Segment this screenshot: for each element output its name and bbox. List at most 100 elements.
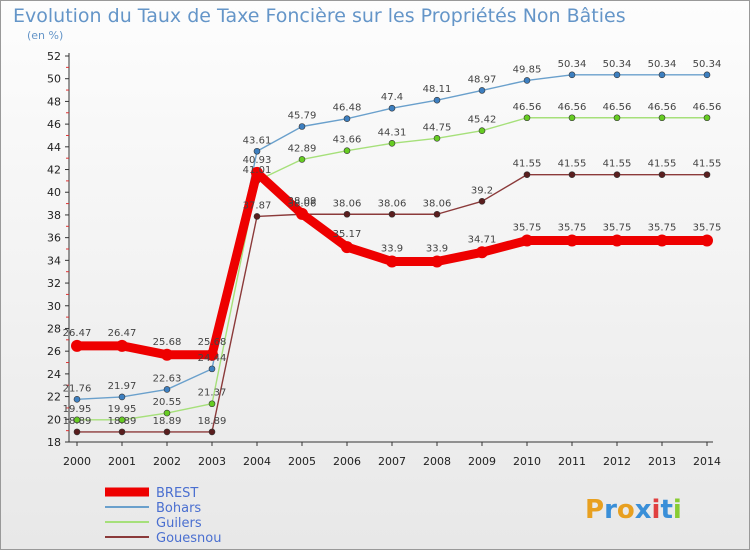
data-label-brest: 35.75 <box>513 222 542 233</box>
data-label-brest: 33.9 <box>381 243 403 254</box>
y-tick-label: 44 <box>47 141 61 154</box>
y-tick-label: 26 <box>47 345 61 358</box>
legend-label-gouesnou: Gouesnou <box>156 531 221 546</box>
data-label-gouesnou: 41.55 <box>558 159 587 170</box>
data-label-gouesnou: 41.55 <box>648 159 677 170</box>
data-point-gouesnou <box>568 171 576 178</box>
data-label-bohars: 50.34 <box>693 59 722 70</box>
data-point-gouesnou <box>388 210 396 218</box>
legend-label-bohars: Bohars <box>156 501 201 516</box>
data-label-guilers: 44.75 <box>423 122 452 133</box>
data-point-brest <box>296 207 308 220</box>
data-point-bohars <box>73 396 81 403</box>
data-point-bohars <box>613 71 621 79</box>
data-point-brest <box>611 234 623 247</box>
data-label-brest: 25.68 <box>198 337 227 348</box>
y-tick-label: 32 <box>47 277 61 290</box>
data-point-brest <box>161 348 173 361</box>
data-label-gouesnou: 38.06 <box>288 198 317 209</box>
data-label-brest: 35.75 <box>693 222 722 233</box>
data-label-guilers: 21.37 <box>198 388 227 399</box>
x-tick-label: 2009 <box>468 455 496 468</box>
data-point-guilers <box>118 416 126 424</box>
x-tick-label: 2012 <box>603 455 631 468</box>
data-point-brest <box>206 348 218 361</box>
y-tick-label: 48 <box>47 95 61 108</box>
data-label-bohars: 22.63 <box>153 373 182 384</box>
data-label-bohars: 49.85 <box>513 64 542 75</box>
data-point-gouesnou <box>73 428 81 436</box>
logo-letter: x <box>635 495 652 525</box>
series-group <box>71 71 713 436</box>
x-tick-label: 2007 <box>378 455 406 468</box>
logo-letter: i <box>673 495 682 525</box>
data-point-guilers <box>478 127 486 135</box>
proxiti-logo: Proxiti <box>585 495 682 525</box>
data-point-guilers <box>568 114 576 122</box>
data-label-bohars: 50.34 <box>648 59 677 70</box>
data-point-brest <box>71 339 83 352</box>
data-label-brest: 35.17 <box>333 229 362 240</box>
y-tick-label: 40 <box>47 186 61 199</box>
data-point-bohars <box>388 104 396 112</box>
data-label-guilers: 44.31 <box>378 127 407 138</box>
data-label-guilers: 45.42 <box>468 115 497 126</box>
data-label-guilers: 19.95 <box>63 404 92 415</box>
data-label-gouesnou: 38.06 <box>378 198 407 209</box>
data-label-guilers: 20.55 <box>153 397 182 408</box>
y-tick-label: 22 <box>47 391 61 404</box>
y-tick-label: 34 <box>47 254 61 267</box>
data-point-brest <box>521 234 533 247</box>
data-point-guilers <box>73 416 81 424</box>
data-point-bohars <box>163 386 171 393</box>
logo-letter: o <box>617 495 635 525</box>
data-label-brest: 35.75 <box>603 222 632 233</box>
data-point-brest <box>431 255 443 268</box>
data-point-bohars <box>253 147 261 155</box>
chart-subtitle: (en %) <box>27 29 64 42</box>
data-label-brest: 26.47 <box>63 328 92 339</box>
data-label-guilers: 46.56 <box>693 102 722 113</box>
x-tick-label: 2011 <box>558 455 586 468</box>
data-point-bohars <box>658 71 666 79</box>
y-tick-label: 28 <box>47 322 61 335</box>
x-tick-label: 2008 <box>423 455 451 468</box>
data-point-guilers <box>298 156 306 163</box>
data-point-bohars <box>703 71 711 79</box>
data-label-gouesnou: 18.89 <box>63 416 92 427</box>
data-point-guilers <box>658 114 666 122</box>
data-point-brest <box>701 234 713 247</box>
x-tick-label: 2001 <box>108 455 136 468</box>
data-point-bohars <box>118 393 126 401</box>
y-tick-label: 36 <box>47 232 61 245</box>
y-tick-label: 50 <box>47 73 61 86</box>
data-label-bohars: 24.44 <box>198 353 227 364</box>
logo-letter: i <box>652 495 661 525</box>
data-point-gouesnou <box>343 210 351 218</box>
data-point-gouesnou <box>253 213 261 220</box>
logo-letter: P <box>585 495 604 525</box>
y-tick-label: 38 <box>47 209 61 222</box>
proxiti-logo-text: Proxiti <box>585 495 682 525</box>
data-label-bohars: 46.48 <box>333 103 362 114</box>
data-point-bohars <box>433 96 441 104</box>
data-label-brest: 34.71 <box>468 234 497 245</box>
data-point-bohars <box>208 365 216 373</box>
x-tick-label: 2000 <box>63 455 91 468</box>
x-tick-label: 2014 <box>693 455 721 468</box>
data-label-bohars: 47.4 <box>381 92 403 103</box>
data-point-guilers <box>703 114 711 122</box>
data-label-gouesnou: 18.89 <box>198 416 227 427</box>
x-tick-label: 2003 <box>198 455 226 468</box>
data-point-guilers <box>613 114 621 122</box>
data-point-guilers <box>343 147 351 154</box>
data-label-gouesnou: 38.06 <box>333 198 362 209</box>
data-point-gouesnou <box>703 171 711 178</box>
data-point-brest <box>656 234 668 247</box>
data-label-brest: 26.47 <box>108 328 137 339</box>
data-point-bohars <box>568 71 576 79</box>
y-tick-label: 46 <box>47 118 61 131</box>
x-tick-label: 2013 <box>648 455 676 468</box>
data-label-brest: 35.75 <box>648 222 677 233</box>
